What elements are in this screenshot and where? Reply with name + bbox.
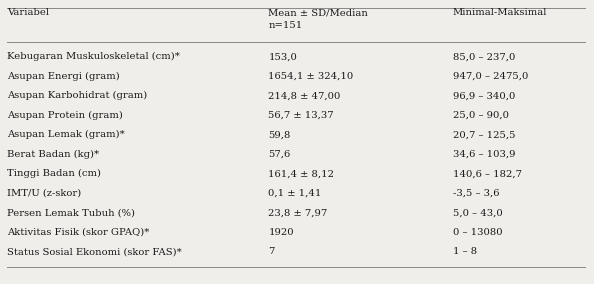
Text: 59,8: 59,8 bbox=[268, 130, 291, 139]
Text: n=151: n=151 bbox=[268, 21, 303, 30]
Text: Berat Badan (kg)*: Berat Badan (kg)* bbox=[7, 150, 99, 159]
Text: Persen Lemak Tubuh (%): Persen Lemak Tubuh (%) bbox=[7, 208, 135, 217]
Text: 140,6 – 182,7: 140,6 – 182,7 bbox=[453, 169, 522, 178]
Text: 56,7 ± 13,37: 56,7 ± 13,37 bbox=[268, 111, 334, 120]
Text: 1654,1 ± 324,10: 1654,1 ± 324,10 bbox=[268, 72, 354, 81]
Text: 947,0 – 2475,0: 947,0 – 2475,0 bbox=[453, 72, 528, 81]
Text: 1920: 1920 bbox=[268, 228, 294, 237]
Text: IMT/U (z-skor): IMT/U (z-skor) bbox=[7, 189, 81, 198]
Text: 7: 7 bbox=[268, 247, 275, 256]
Text: 161,4 ± 8,12: 161,4 ± 8,12 bbox=[268, 169, 334, 178]
Text: 214,8 ± 47,00: 214,8 ± 47,00 bbox=[268, 91, 341, 100]
Text: Tinggi Badan (cm): Tinggi Badan (cm) bbox=[7, 169, 101, 178]
Text: 96,9 – 340,0: 96,9 – 340,0 bbox=[453, 91, 515, 100]
Text: 0 – 13080: 0 – 13080 bbox=[453, 228, 503, 237]
Text: 1 – 8: 1 – 8 bbox=[453, 247, 477, 256]
Text: Kebugaran Muskuloskeletal (cm)*: Kebugaran Muskuloskeletal (cm)* bbox=[7, 52, 180, 61]
Text: Minimal-Maksimal: Minimal-Maksimal bbox=[453, 8, 547, 17]
Text: Variabel: Variabel bbox=[7, 8, 49, 17]
Text: 25,0 – 90,0: 25,0 – 90,0 bbox=[453, 111, 508, 120]
Text: 23,8 ± 7,97: 23,8 ± 7,97 bbox=[268, 208, 328, 217]
Text: Asupan Karbohidrat (gram): Asupan Karbohidrat (gram) bbox=[7, 91, 147, 100]
Text: 153,0: 153,0 bbox=[268, 52, 298, 61]
Text: Asupan Protein (gram): Asupan Protein (gram) bbox=[7, 111, 123, 120]
Text: 34,6 – 103,9: 34,6 – 103,9 bbox=[453, 150, 515, 159]
Text: Asupan Lemak (gram)*: Asupan Lemak (gram)* bbox=[7, 130, 125, 139]
Text: 5,0 – 43,0: 5,0 – 43,0 bbox=[453, 208, 503, 217]
Text: Mean ± SD/Median: Mean ± SD/Median bbox=[268, 8, 368, 17]
Text: 85,0 – 237,0: 85,0 – 237,0 bbox=[453, 52, 515, 61]
Text: 20,7 – 125,5: 20,7 – 125,5 bbox=[453, 130, 515, 139]
Text: -3,5 – 3,6: -3,5 – 3,6 bbox=[453, 189, 499, 198]
Text: 0,1 ± 1,41: 0,1 ± 1,41 bbox=[268, 189, 322, 198]
Text: 57,6: 57,6 bbox=[268, 150, 290, 159]
Text: Aktivitas Fisik (skor GPAQ)*: Aktivitas Fisik (skor GPAQ)* bbox=[7, 228, 150, 237]
Text: Asupan Energi (gram): Asupan Energi (gram) bbox=[7, 72, 120, 81]
Text: Status Sosial Ekonomi (skor FAS)*: Status Sosial Ekonomi (skor FAS)* bbox=[7, 247, 182, 256]
